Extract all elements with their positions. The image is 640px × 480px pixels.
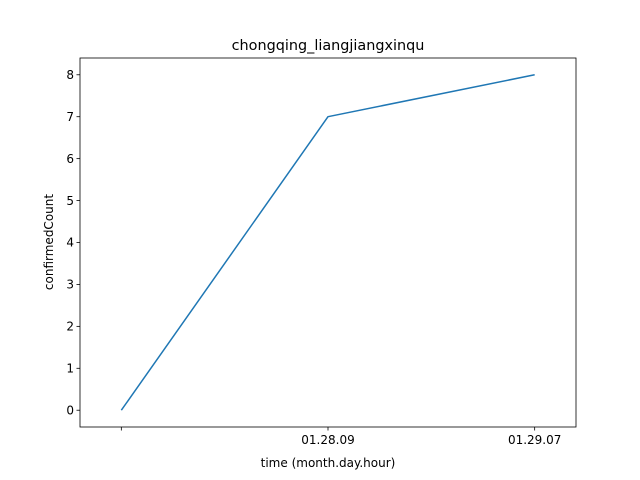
y-axis-label: confirmedCount	[42, 194, 56, 290]
plot-frame	[79, 57, 577, 428]
x-axis-label: time (month.day.hour)	[261, 456, 396, 470]
y-tick-label: 0	[66, 403, 74, 417]
series-line-0	[120, 74, 535, 411]
y-tick-label: 6	[66, 152, 74, 166]
y-tick-label: 2	[66, 320, 74, 334]
chart-title: chongqing_liangjiangxinqu	[232, 38, 425, 54]
x-tick-label: 01.28.09	[301, 433, 354, 447]
y-tick-label: 8	[66, 68, 74, 82]
x-tick-label: 01.29.07	[508, 433, 561, 447]
plot-area: 0 1 2 3 4 5 6 7 8 01.28.09 01.29.07	[66, 57, 577, 447]
y-tick-label: 1	[66, 361, 74, 375]
y-tick-label: 5	[66, 194, 74, 208]
y-tick-label: 7	[66, 110, 74, 124]
y-tick-label: 3	[66, 278, 74, 292]
y-tick-label: 4	[66, 236, 74, 250]
